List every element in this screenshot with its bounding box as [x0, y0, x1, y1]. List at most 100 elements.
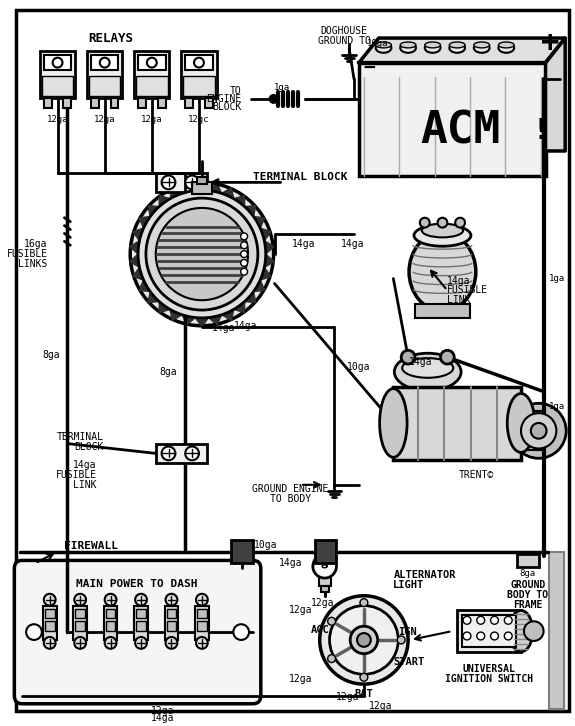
Text: ACC: ACC [310, 625, 329, 635]
Circle shape [360, 599, 368, 606]
Text: 12ga: 12ga [289, 674, 313, 684]
Polygon shape [182, 183, 196, 193]
Circle shape [504, 616, 512, 624]
Bar [40, 51, 75, 98]
Ellipse shape [499, 43, 514, 53]
Polygon shape [159, 301, 170, 313]
Circle shape [455, 218, 465, 227]
Circle shape [350, 627, 378, 653]
Text: ACM: ACM [420, 110, 500, 153]
Text: IGN: IGN [398, 627, 417, 637]
Polygon shape [546, 38, 565, 151]
Text: GROUND ENGINE: GROUND ENGINE [252, 484, 328, 494]
Ellipse shape [425, 43, 440, 53]
Text: 14ga: 14ga [342, 240, 365, 249]
Text: 12ga: 12ga [311, 597, 335, 608]
Bar [415, 304, 470, 318]
Circle shape [135, 637, 147, 649]
Text: FIREWALL: FIREWALL [64, 541, 118, 551]
Circle shape [100, 57, 110, 68]
Polygon shape [139, 280, 150, 292]
Circle shape [166, 594, 177, 605]
Circle shape [241, 233, 248, 240]
Ellipse shape [380, 388, 407, 457]
Circle shape [196, 594, 208, 605]
Circle shape [241, 259, 248, 266]
Polygon shape [196, 182, 209, 191]
Bar [550, 552, 564, 709]
Circle shape [313, 555, 336, 578]
Polygon shape [221, 309, 234, 320]
Text: 10ga: 10ga [254, 539, 278, 550]
Polygon shape [244, 292, 256, 303]
Text: MAIN POWER TO DASH: MAIN POWER TO DASH [76, 579, 198, 589]
Text: START: START [393, 656, 424, 666]
Polygon shape [264, 241, 274, 254]
Circle shape [130, 182, 274, 326]
Text: 14ga: 14ga [74, 460, 97, 470]
Bar [205, 98, 213, 107]
Bar [517, 553, 539, 567]
Bar [195, 605, 209, 640]
Bar [134, 605, 148, 640]
Text: 16ga: 16ga [24, 240, 48, 249]
Text: 14ga: 14ga [409, 357, 432, 367]
Circle shape [185, 446, 199, 460]
Bar [110, 98, 118, 107]
Polygon shape [254, 280, 265, 292]
Text: TO: TO [229, 86, 241, 96]
Bar [138, 54, 166, 70]
Polygon shape [129, 254, 140, 267]
Polygon shape [133, 267, 144, 280]
Bar [167, 621, 177, 631]
Bar [44, 54, 71, 70]
Circle shape [490, 632, 499, 640]
Circle shape [162, 446, 175, 460]
Ellipse shape [400, 43, 416, 53]
Text: TO BODY: TO BODY [270, 494, 311, 504]
Text: LINK: LINK [447, 295, 471, 305]
Bar [136, 76, 167, 96]
Bar [63, 98, 71, 107]
Circle shape [241, 242, 248, 249]
Polygon shape [148, 205, 159, 216]
Circle shape [135, 594, 147, 605]
Bar [75, 608, 85, 619]
Polygon shape [254, 216, 265, 228]
Circle shape [233, 624, 249, 640]
Circle shape [162, 176, 175, 189]
Polygon shape [148, 292, 159, 303]
Polygon shape [129, 241, 140, 254]
Bar [550, 552, 564, 709]
Bar [231, 540, 253, 563]
Circle shape [44, 637, 56, 649]
Circle shape [147, 57, 157, 68]
Bar [134, 51, 170, 98]
Text: TERMINAL: TERMINAL [57, 432, 104, 441]
Text: 12ga: 12ga [369, 701, 392, 711]
Ellipse shape [422, 224, 463, 237]
Circle shape [185, 176, 199, 189]
Text: 12ga: 12ga [335, 692, 359, 702]
Bar [75, 621, 85, 631]
Polygon shape [209, 183, 221, 193]
Text: TRENT©: TRENT© [459, 470, 494, 480]
Text: 14ga: 14ga [235, 321, 258, 331]
Bar [91, 54, 118, 70]
Bar [315, 540, 336, 563]
Circle shape [166, 637, 177, 649]
Bar [185, 98, 193, 107]
Text: 1ga: 1ga [549, 274, 565, 283]
Ellipse shape [474, 43, 489, 53]
Circle shape [438, 218, 447, 227]
Circle shape [463, 632, 471, 640]
Bar [91, 98, 99, 107]
Polygon shape [234, 301, 244, 313]
Circle shape [357, 633, 371, 647]
Circle shape [194, 57, 204, 68]
Bar [45, 621, 55, 631]
Circle shape [440, 351, 454, 364]
Polygon shape [244, 205, 256, 216]
Bar [138, 98, 146, 107]
Ellipse shape [499, 42, 514, 48]
